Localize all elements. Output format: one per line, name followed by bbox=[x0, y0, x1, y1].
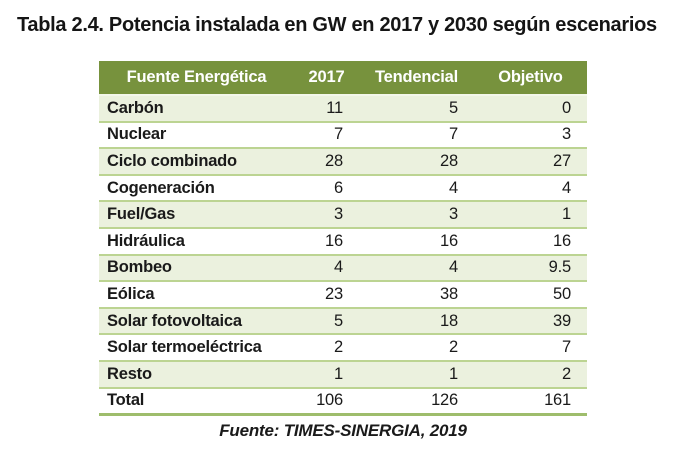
value-cell: 9.5 bbox=[474, 254, 587, 283]
value-cell: 16 bbox=[294, 227, 359, 256]
header-cell-objetivo: Objetivo bbox=[474, 61, 587, 96]
row-label-cell: Fuel/Gas bbox=[99, 201, 294, 229]
table-row: Eólica 23 38 50 bbox=[99, 281, 587, 309]
data-table: Fuente Energética 2017 Tendencial Objeti… bbox=[99, 61, 587, 417]
row-label-cell: Total bbox=[99, 387, 294, 417]
table-row: Carbón 11 5 0 bbox=[99, 95, 587, 123]
table-header: Fuente Energética 2017 Tendencial Objeti… bbox=[99, 61, 587, 96]
header-cell-tendencial: Tendencial bbox=[359, 61, 474, 96]
value-cell: 28 bbox=[359, 148, 474, 176]
value-cell: 38 bbox=[359, 281, 474, 309]
value-cell: 2 bbox=[359, 334, 474, 362]
row-label-cell: Nuclear bbox=[99, 121, 294, 150]
header-cell-2017: 2017 bbox=[294, 61, 359, 96]
table-row: Solar termoeléctrica 2 2 7 bbox=[99, 334, 587, 362]
row-label-cell: Solar fotovoltaica bbox=[99, 307, 294, 336]
table-row: Nuclear 7 7 3 bbox=[99, 121, 587, 150]
value-cell: 2 bbox=[294, 334, 359, 362]
value-cell: 1 bbox=[474, 201, 587, 229]
value-cell: 7 bbox=[359, 121, 474, 150]
row-label-cell: Ciclo combinado bbox=[99, 148, 294, 176]
row-label-cell: Eólica bbox=[99, 281, 294, 309]
value-cell: 7 bbox=[474, 334, 587, 362]
value-cell: 39 bbox=[474, 307, 587, 336]
value-cell: 50 bbox=[474, 281, 587, 309]
value-cell: 5 bbox=[294, 307, 359, 336]
value-cell: 28 bbox=[294, 148, 359, 176]
table-row: Bombeo 4 4 9.5 bbox=[99, 254, 587, 283]
row-label-cell: Bombeo bbox=[99, 254, 294, 283]
value-cell: 11 bbox=[294, 95, 359, 123]
table-row: Ciclo combinado 28 28 27 bbox=[99, 148, 587, 176]
value-cell: 3 bbox=[359, 201, 474, 229]
value-cell: 6 bbox=[294, 174, 359, 203]
value-cell: 0 bbox=[474, 95, 587, 123]
table-body: Carbón 11 5 0 Nuclear 7 7 3 Ciclo combin… bbox=[99, 95, 587, 417]
table-row: Cogeneración 6 4 4 bbox=[99, 174, 587, 203]
value-cell: 7 bbox=[294, 121, 359, 150]
table-source: Fuente: TIMES-SINERGIA, 2019 bbox=[219, 421, 467, 440]
row-label-cell: Resto bbox=[99, 360, 294, 389]
value-cell: 4 bbox=[359, 174, 474, 203]
table-row-total: Total 106 126 161 bbox=[99, 387, 587, 417]
table-row: Hidráulica 16 16 16 bbox=[99, 227, 587, 256]
header-row: Fuente Energética 2017 Tendencial Objeti… bbox=[99, 61, 587, 96]
value-cell: 3 bbox=[474, 121, 587, 150]
value-cell: 16 bbox=[359, 227, 474, 256]
table-row: Fuel/Gas 3 3 1 bbox=[99, 201, 587, 229]
table-title: Tabla 2.4. Potencia instalada en GW en 2… bbox=[17, 14, 657, 36]
row-label-cell: Carbón bbox=[99, 95, 294, 123]
value-cell: 161 bbox=[474, 387, 587, 417]
value-cell: 16 bbox=[474, 227, 587, 256]
value-cell: 2 bbox=[474, 360, 587, 389]
value-cell: 126 bbox=[359, 387, 474, 417]
value-cell: 4 bbox=[474, 174, 587, 203]
value-cell: 27 bbox=[474, 148, 587, 176]
value-cell: 5 bbox=[359, 95, 474, 123]
value-cell: 1 bbox=[359, 360, 474, 389]
value-cell: 106 bbox=[294, 387, 359, 417]
table-row: Solar fotovoltaica 5 18 39 bbox=[99, 307, 587, 336]
value-cell: 18 bbox=[359, 307, 474, 336]
row-label-cell: Cogeneración bbox=[99, 174, 294, 203]
value-cell: 3 bbox=[294, 201, 359, 229]
value-cell: 4 bbox=[359, 254, 474, 283]
row-label-cell: Solar termoeléctrica bbox=[99, 334, 294, 362]
row-label-cell: Hidráulica bbox=[99, 227, 294, 256]
value-cell: 23 bbox=[294, 281, 359, 309]
value-cell: 4 bbox=[294, 254, 359, 283]
table-row: Resto 1 1 2 bbox=[99, 360, 587, 389]
header-cell-fuente: Fuente Energética bbox=[99, 61, 294, 96]
value-cell: 1 bbox=[294, 360, 359, 389]
